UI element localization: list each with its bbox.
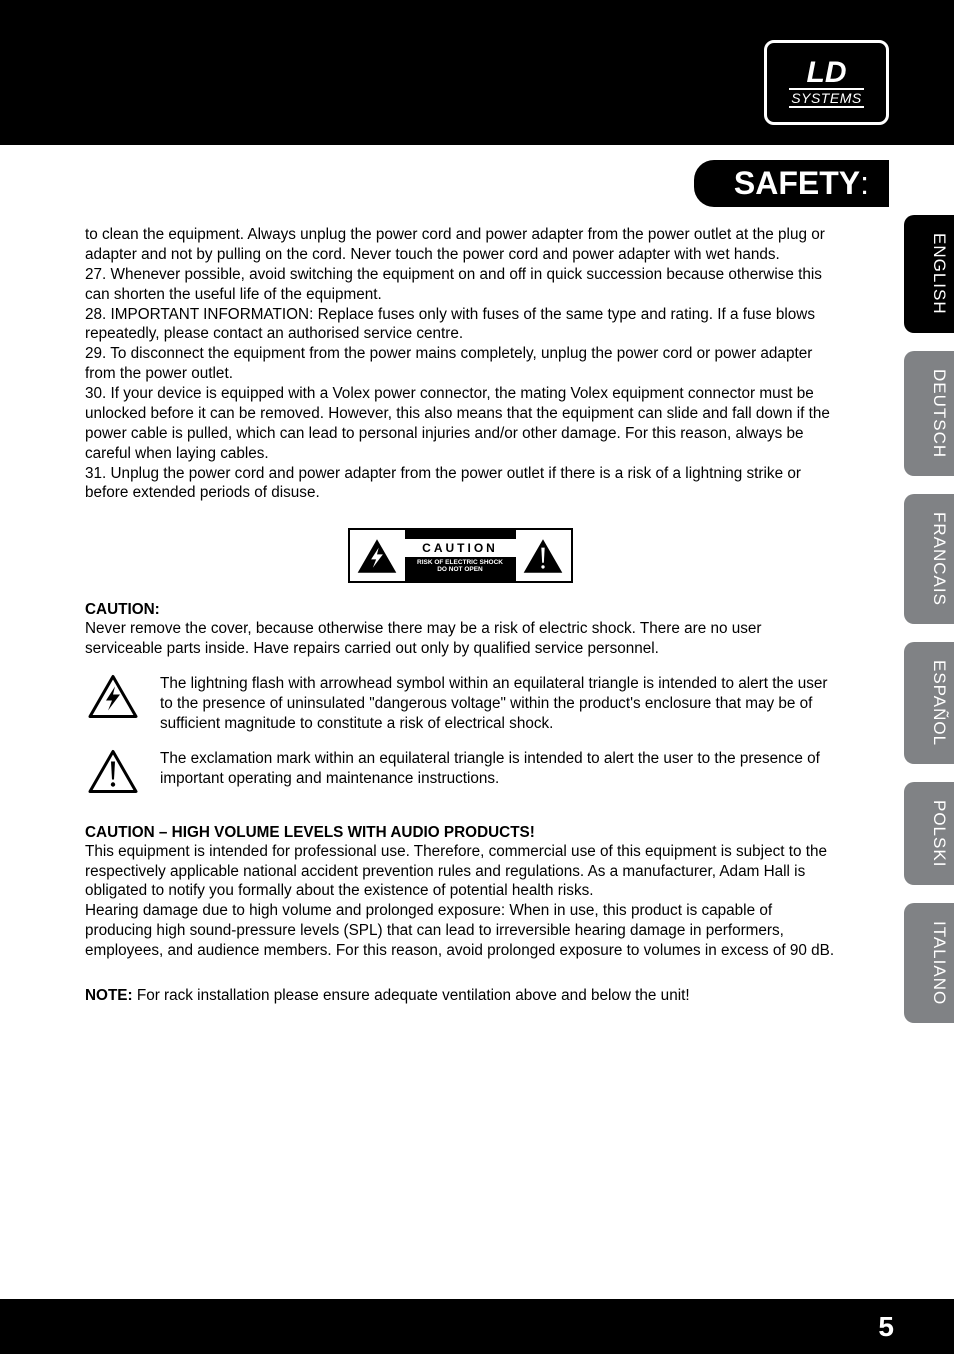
caution-box-exclam-cell <box>516 530 571 581</box>
item-31: 31. Unplug the power cord and power adap… <box>85 464 835 504</box>
lang-tab-polski[interactable]: POLSKI <box>904 782 954 885</box>
content-area: to clean the equipment. Always unplug th… <box>85 225 835 1006</box>
caution-heading: CAUTION: <box>85 601 835 619</box>
note-body: For rack installation please ensure adeq… <box>137 987 690 1004</box>
exclam-paragraph: The exclamation mark within an equilater… <box>85 749 835 794</box>
language-tabs: ENGLISH DEUTSCH FRANCAIS ESPAÑOL POLSKI … <box>904 215 954 1023</box>
section-header-tab: SAFETY: <box>694 160 889 207</box>
lang-tab-italiano[interactable]: ITALIANO <box>904 903 954 1023</box>
caution-box-line3: DO NOT OPEN <box>437 566 483 573</box>
lang-tab-espanol[interactable]: ESPAÑOL <box>904 642 954 764</box>
volume-body2: Hearing damage due to high volume and pr… <box>85 901 835 961</box>
item-30: 30. If your device is equipped with a Vo… <box>85 384 835 464</box>
item-27: 27. Whenever possible, avoid switching t… <box>85 265 835 305</box>
bottom-bar: 5 <box>0 1299 954 1354</box>
intro-text: to clean the equipment. Always unplug th… <box>85 225 835 265</box>
caution-box-line1: CAUTION <box>405 539 516 557</box>
logo-line1: LD <box>807 58 847 88</box>
section-header-label: SAFETY <box>734 165 860 201</box>
logo-line2: SYSTEMS <box>789 88 863 108</box>
lang-tab-deutsch[interactable]: DEUTSCH <box>904 351 954 476</box>
top-bar: LD SYSTEMS <box>0 0 954 145</box>
caution-warning-box: CAUTION RISK OF ELECTRIC SHOCK DO NOT OP… <box>348 528 573 583</box>
exclam-text: The exclamation mark within an equilater… <box>160 749 835 789</box>
item-29: 29. To disconnect the equipment from the… <box>85 344 835 384</box>
caution-body: Never remove the cover, because otherwis… <box>85 619 835 659</box>
volume-body1: This equipment is intended for professio… <box>85 842 835 902</box>
page-number: 5 <box>878 1311 894 1343</box>
note-line: NOTE: For rack installation please ensur… <box>85 986 835 1006</box>
volume-heading: CAUTION – HIGH VOLUME LEVELS WITH AUDIO … <box>85 824 835 842</box>
exclamation-triangle-icon <box>88 749 138 794</box>
caution-box-lightning-cell <box>350 530 405 581</box>
caution-box-text-cell: CAUTION RISK OF ELECTRIC SHOCK DO NOT OP… <box>405 530 516 581</box>
brand-logo: LD SYSTEMS <box>764 40 889 125</box>
caution-box-line2: RISK OF ELECTRIC SHOCK <box>417 557 503 566</box>
lightning-paragraph: The lightning flash with arrowhead symbo… <box>85 674 835 734</box>
lightning-text: The lightning flash with arrowhead symbo… <box>160 674 835 734</box>
section-header-colon: : <box>860 165 869 201</box>
note-label: NOTE: <box>85 987 137 1004</box>
exclamation-triangle-icon <box>522 537 564 575</box>
lightning-triangle-icon <box>88 674 138 719</box>
lang-tab-francais[interactable]: FRANCAIS <box>904 494 954 624</box>
lang-tab-english[interactable]: ENGLISH <box>904 215 954 333</box>
lightning-triangle-icon <box>356 537 398 575</box>
item-28: 28. IMPORTANT INFORMATION: Replace fuses… <box>85 305 835 345</box>
